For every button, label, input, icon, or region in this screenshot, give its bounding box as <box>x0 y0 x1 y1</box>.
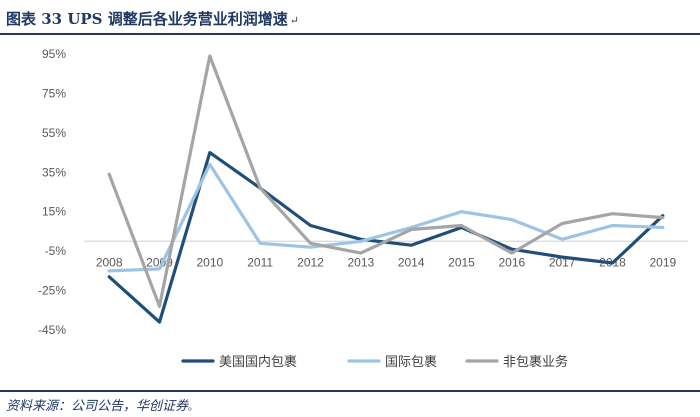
x-tick-label: 2015 <box>448 255 475 269</box>
line-chart: 95%75%55%35%15%-5%-25%-45% 2008 2009 2010 2… <box>38 47 688 370</box>
x-tick-label: 2008 <box>96 255 123 269</box>
x-tick-label: 2012 <box>297 255 324 269</box>
series-line-3 <box>107 54 665 308</box>
return-mark-icon: ↵ <box>289 14 299 27</box>
y-axis-ticks: 95% 75% 55% 35% 15% -5% -25% -45% <box>38 47 66 337</box>
y-tick-label: 15% <box>42 205 66 219</box>
x-axis-ticks: 2008 2009 2010 2011 2012 2013 2014 2015 2016 2017… <box>96 255 677 269</box>
legend-label: 非包裹业务 <box>503 354 568 370</box>
x-tick-label: 2014 <box>398 255 425 269</box>
title-divider <box>0 33 700 35</box>
figure-title: 图表 33 UPS 调整后各业务营业利润增速 ↵ <box>6 10 299 28</box>
source-divider <box>0 390 700 392</box>
legend-label: 美国国内包裹 <box>219 354 297 370</box>
legend: 美国国内包裹 国际包裹 非包裹业务 <box>181 354 568 370</box>
y-tick-label: -5% <box>45 244 67 258</box>
x-tick-label: 2019 <box>649 255 676 269</box>
y-tick-label: -45% <box>38 323 66 337</box>
x-tick-label: 2016 <box>498 255 525 269</box>
figure-header: 图表 33 UPS 调整后各业务营业利润增速 ↵ <box>0 0 700 35</box>
period-mark: 。 <box>188 402 199 413</box>
x-tick-label: 2011 <box>247 255 273 269</box>
series-line-2 <box>107 162 665 273</box>
y-tick-label: -25% <box>38 284 66 298</box>
y-tick-label: 55% <box>42 126 66 140</box>
x-tick-label: 2010 <box>196 255 223 269</box>
legend-label: 国际包裹 <box>385 355 437 370</box>
y-tick-label: 75% <box>42 86 66 100</box>
x-tick-label: 2013 <box>347 255 374 269</box>
source-note: 资料来源：公司公告，华创证券。 <box>6 399 199 414</box>
series-line-1 <box>107 150 665 324</box>
y-tick-label: 35% <box>42 165 66 179</box>
series-lines <box>107 54 665 324</box>
y-tick-label: 95% <box>42 47 66 61</box>
